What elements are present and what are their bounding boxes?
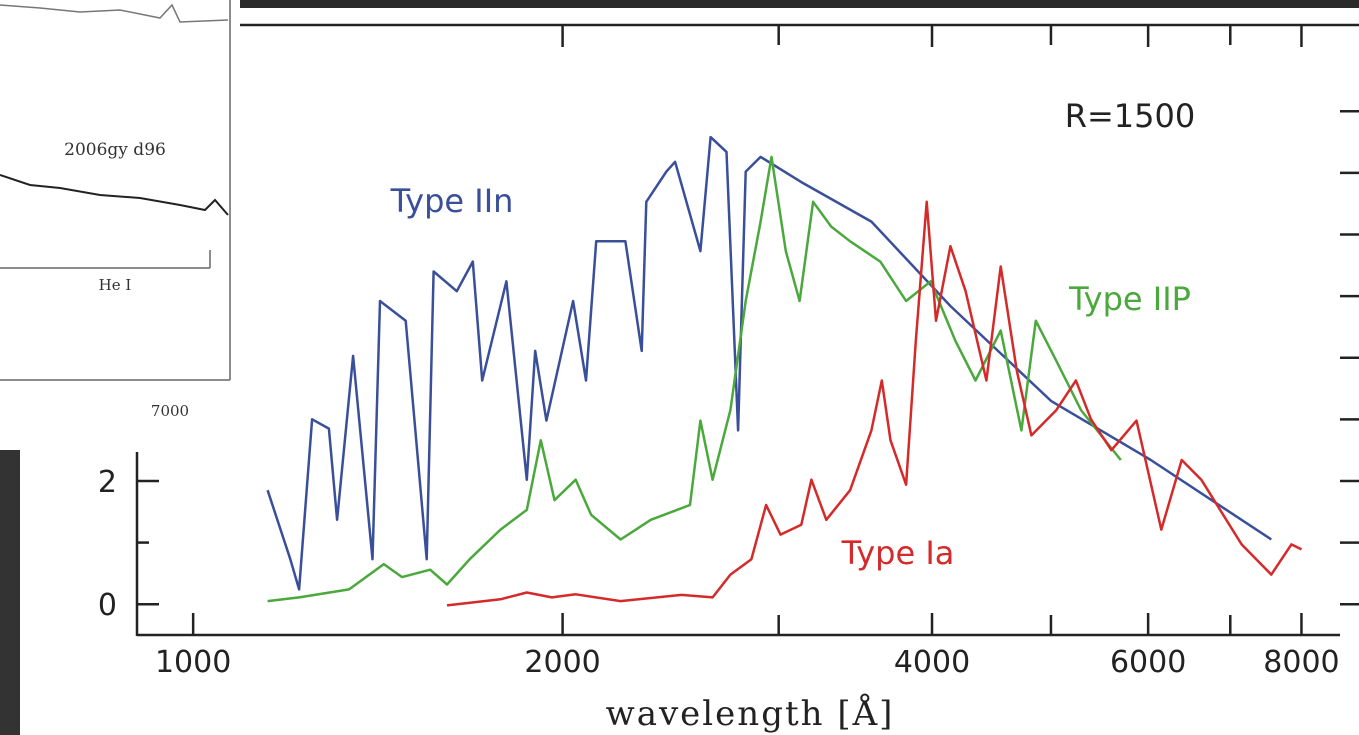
x-tick-label: 8000 bbox=[1263, 645, 1339, 680]
series-label: Type IIn bbox=[390, 182, 514, 220]
annotation: R=1500 bbox=[1065, 97, 1195, 135]
x-axis-label: wavelength [Å] bbox=[606, 693, 895, 734]
x-tick-label: 1000 bbox=[155, 645, 231, 680]
inset-panel bbox=[0, 0, 231, 381]
spectrum-line bbox=[266, 135, 1272, 591]
x-tick-label: 4000 bbox=[894, 645, 970, 680]
left-strip bbox=[0, 450, 20, 735]
spectrum-line bbox=[446, 200, 1303, 607]
series-label: Type Ia bbox=[841, 534, 955, 572]
y-tick-label: 0 bbox=[98, 588, 117, 623]
x-tick-label: 2000 bbox=[524, 645, 600, 680]
top-band bbox=[240, 0, 1359, 8]
inset-label: 2006gy d96 bbox=[64, 140, 166, 160]
inset-label: He I bbox=[99, 276, 132, 294]
y-tick-label: 2 bbox=[98, 465, 117, 500]
x-tick-label: 6000 bbox=[1110, 645, 1186, 680]
inset-label: 7000 bbox=[151, 402, 189, 420]
spectrum-line bbox=[267, 155, 1122, 603]
series-label: Type IIP bbox=[1068, 280, 1191, 318]
